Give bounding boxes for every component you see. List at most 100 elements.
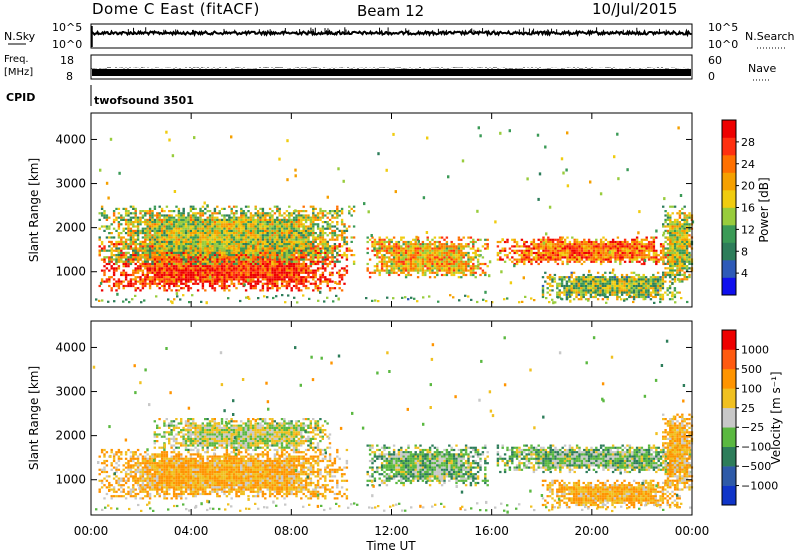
echo-cell — [278, 238, 281, 241]
echo-cell — [122, 207, 125, 210]
echo-cell — [189, 205, 193, 208]
echo-cell — [170, 271, 173, 274]
echo-cell — [307, 245, 310, 248]
echo-cell — [139, 254, 142, 257]
echo-cell — [192, 212, 195, 215]
echo-cell — [194, 247, 197, 250]
echo-cell — [163, 247, 166, 250]
echo-cell — [115, 245, 118, 248]
echo-cell — [324, 276, 327, 279]
echo-cell — [292, 265, 296, 268]
echo-cell — [218, 212, 221, 215]
echo-cell — [580, 256, 584, 259]
echo-cell — [120, 218, 123, 221]
echo-cell — [136, 243, 140, 246]
echo-cell — [295, 284, 298, 288]
echo-cell — [390, 247, 393, 250]
echo-cell — [225, 238, 229, 241]
echo-cell — [213, 280, 217, 283]
echo-cell — [254, 276, 257, 279]
echo-cell — [129, 247, 133, 250]
echo-cell — [247, 218, 250, 221]
echo-cell — [136, 229, 140, 232]
echo-cell — [559, 245, 562, 248]
echo-cell — [276, 265, 279, 268]
echo-cell — [144, 267, 147, 270]
echo-cell — [409, 256, 413, 259]
echo-cell — [331, 221, 334, 224]
echo-cell — [568, 249, 572, 252]
echo-cell — [309, 243, 313, 246]
echo-cell — [249, 236, 253, 239]
echo-cell — [232, 284, 236, 288]
echo-cell — [163, 262, 166, 266]
echo-cell — [549, 256, 552, 259]
echo-cell — [506, 256, 509, 259]
echo-cell — [160, 245, 164, 248]
echo-cell — [486, 247, 489, 250]
echo-cell — [134, 249, 137, 252]
echo-cell — [484, 243, 487, 246]
echo-cell — [240, 229, 243, 232]
echo-cell — [148, 258, 152, 261]
echo-cell — [280, 223, 284, 226]
echo-cell — [431, 243, 434, 246]
echo-cell — [151, 240, 154, 243]
echo-cell — [189, 256, 193, 259]
echo-cell — [457, 271, 461, 274]
echo-cell — [136, 247, 140, 250]
echo-cell — [340, 278, 344, 281]
echo-cell — [187, 276, 190, 279]
echo-cell — [481, 271, 485, 274]
echo-cell — [578, 251, 581, 255]
echo-cell — [376, 267, 379, 270]
echo-cell — [168, 234, 171, 237]
echo-cell — [462, 247, 465, 250]
echo-cell — [371, 243, 374, 246]
echo-cell — [283, 262, 286, 265]
echo-cell — [201, 227, 205, 230]
echo-cell — [445, 260, 449, 263]
echo-cell — [141, 273, 145, 277]
echo-cell — [383, 247, 386, 250]
echo-cell — [247, 262, 250, 266]
echo-cell — [223, 273, 226, 277]
echo-cell — [312, 271, 315, 274]
echo-cell — [283, 234, 286, 237]
echo-cell — [431, 258, 434, 261]
echo-cell — [206, 265, 209, 268]
echo-cell — [175, 269, 178, 272]
echo-cell — [175, 223, 178, 226]
echo-cell — [424, 269, 427, 272]
echo-cell — [170, 238, 173, 241]
echo-cell — [240, 245, 243, 248]
echo-cell — [556, 240, 560, 244]
echo-cell — [120, 256, 123, 259]
echo-cell — [261, 234, 265, 237]
echo-cell — [196, 273, 200, 277]
echo-cell — [578, 243, 581, 246]
echo-cell — [117, 212, 121, 215]
echo-cell — [158, 265, 161, 268]
echo-cell — [333, 225, 337, 228]
echo-cell — [208, 245, 212, 248]
echo-cell — [271, 227, 274, 230]
echo-cell — [571, 258, 574, 261]
echo-cell — [331, 225, 334, 228]
echo-cell — [208, 269, 212, 272]
echo-cell — [309, 265, 313, 268]
echo-cell — [163, 214, 166, 217]
echo-cell — [175, 238, 178, 241]
echo-cell — [237, 218, 241, 221]
echo-cell — [117, 265, 121, 268]
echo-cell — [228, 289, 231, 292]
echo-cell — [244, 258, 248, 261]
echo-cell — [266, 282, 269, 285]
echo-cell — [421, 245, 425, 248]
echo-cell — [261, 256, 265, 259]
echo-cell — [397, 256, 401, 259]
echo-cell — [378, 273, 381, 277]
echo-cell — [242, 265, 245, 268]
echo-cell — [319, 207, 322, 210]
echo-cell — [276, 289, 279, 292]
